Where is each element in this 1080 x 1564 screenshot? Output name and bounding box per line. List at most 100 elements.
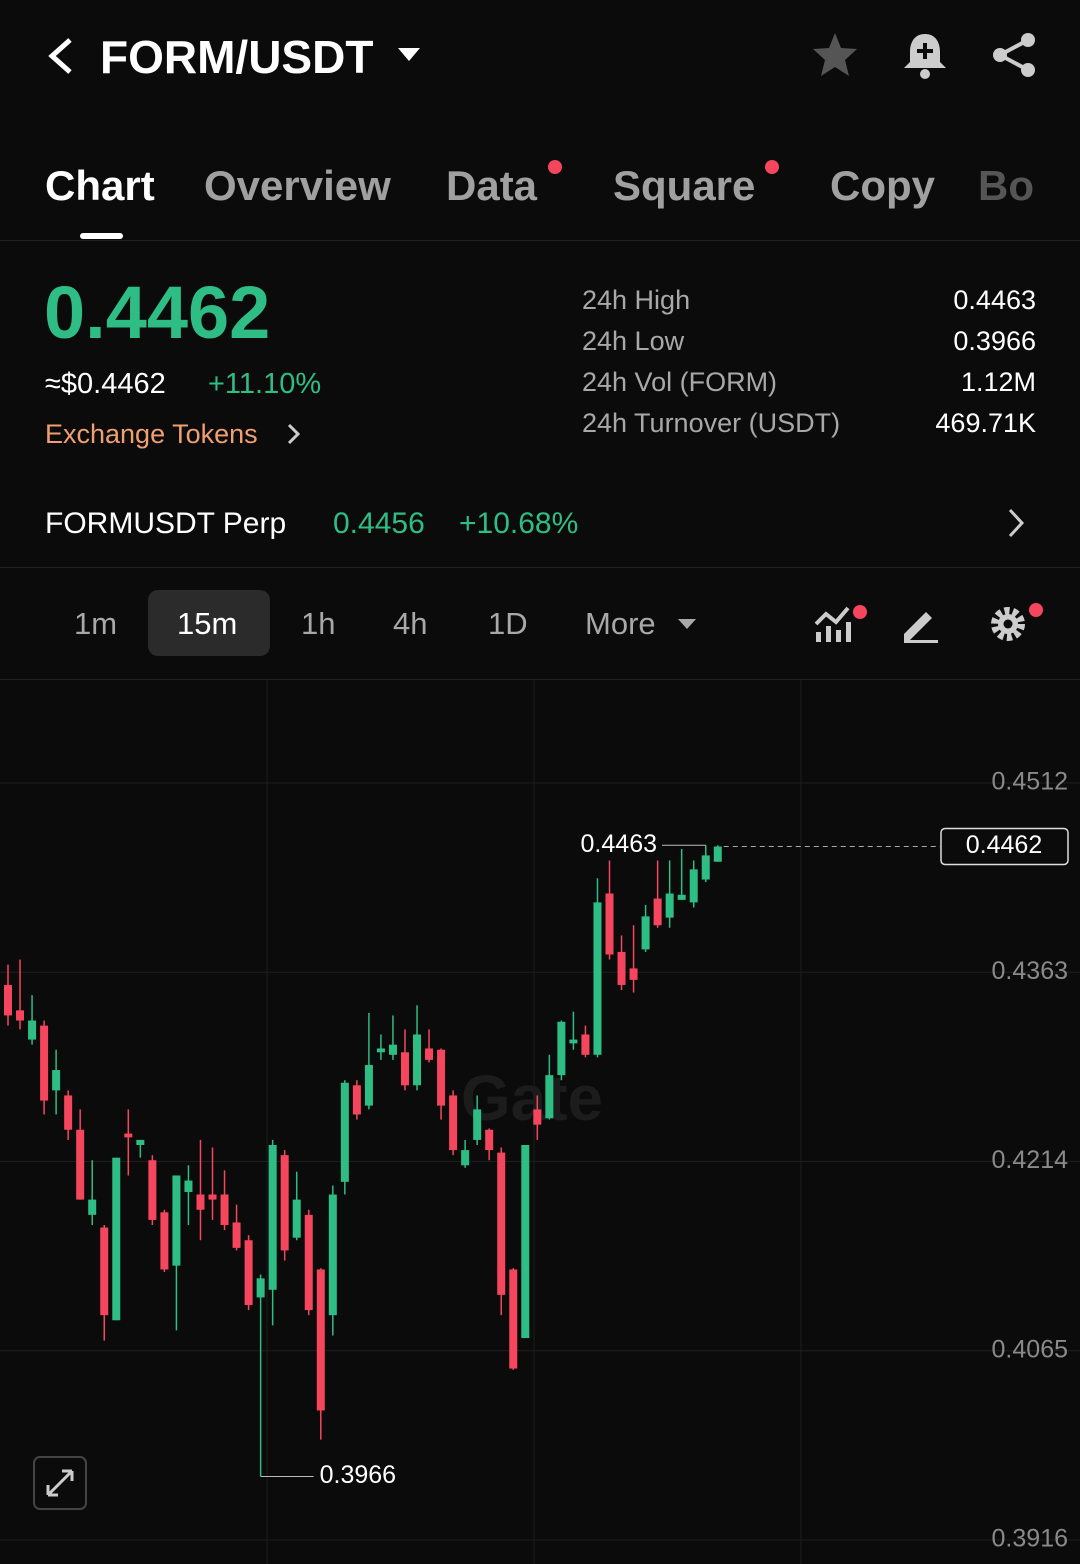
interval[interactable]: 1D xyxy=(488,606,528,641)
interval[interactable]: 1h xyxy=(301,606,336,641)
interval[interactable]: 1m xyxy=(74,606,118,641)
last-price: 0.4462 xyxy=(44,271,271,354)
candle-body xyxy=(509,1269,518,1369)
settings-icon[interactable] xyxy=(988,600,1046,644)
candle-body xyxy=(220,1194,229,1226)
candle-body xyxy=(376,1048,385,1053)
notification-dot xyxy=(765,160,779,174)
stat-value: 1.12M xyxy=(960,367,1036,397)
candle-body xyxy=(292,1199,301,1238)
candle-body xyxy=(124,1133,133,1138)
candle-body xyxy=(184,1180,193,1192)
candle-body xyxy=(449,1095,458,1151)
candle-body xyxy=(400,1052,409,1086)
pair-title[interactable]: FORM/USDT xyxy=(100,31,374,83)
candle-body xyxy=(569,1039,578,1044)
candle-body xyxy=(425,1048,434,1060)
candle-body xyxy=(593,902,602,1055)
candle-body xyxy=(340,1082,349,1182)
divider xyxy=(0,240,1080,241)
candle-body xyxy=(196,1194,205,1210)
candle-body xyxy=(388,1044,397,1055)
indicator-icon[interactable] xyxy=(814,604,870,644)
candle-body xyxy=(304,1214,313,1311)
watermark: Gate xyxy=(461,1062,603,1134)
interval[interactable]: 4h xyxy=(393,606,428,641)
interval-highlight xyxy=(148,590,270,656)
divider xyxy=(0,567,1080,568)
stat-value: 0.4463 xyxy=(953,285,1036,315)
favorite-icon[interactable] xyxy=(810,30,860,80)
candle-body xyxy=(328,1194,337,1316)
tab[interactable]: Overview xyxy=(204,162,391,209)
candle-body xyxy=(88,1199,97,1215)
candle-body xyxy=(437,1049,446,1106)
tab[interactable]: Bo xyxy=(978,162,1034,209)
divider xyxy=(0,679,1080,680)
interval[interactable]: 15m xyxy=(177,606,238,641)
candle-body xyxy=(545,1075,554,1119)
candle-body xyxy=(641,916,650,950)
candle-body xyxy=(485,1129,494,1151)
candle-body xyxy=(16,1010,25,1021)
candle-body xyxy=(232,1222,241,1248)
candle-body xyxy=(617,951,626,985)
stat-label: 24h Turnover (USDT) xyxy=(582,408,841,438)
candle-body xyxy=(136,1139,145,1145)
back-button[interactable] xyxy=(44,36,76,76)
candle-body xyxy=(316,1269,325,1411)
last-price-label: 0.4462 xyxy=(966,831,1042,859)
candle-body xyxy=(557,1021,566,1076)
candlestick-chart: Gate 0.4512 0.4363 0.4214 0.4065 0.3916 0.446… xyxy=(0,680,1080,1564)
candle-body xyxy=(521,1144,530,1339)
usd-price: ≈$0.4462 xyxy=(45,368,166,400)
candle-body xyxy=(40,1025,49,1101)
tab[interactable]: Data xyxy=(446,162,538,209)
candle-body xyxy=(677,894,686,900)
candle-body xyxy=(605,893,614,955)
candle-body xyxy=(653,898,662,926)
candle-body xyxy=(581,1034,590,1055)
candle-body xyxy=(280,1155,289,1251)
more-dropdown[interactable] xyxy=(678,618,696,630)
perp-name[interactable]: FORMUSDT Perp xyxy=(45,507,287,540)
exchange-link[interactable]: Exchange Tokens xyxy=(45,419,258,449)
candle-body xyxy=(4,984,12,1016)
perp-price: 0.4456 xyxy=(333,507,425,540)
candle-body xyxy=(473,1109,482,1140)
low-label: 0.3966 xyxy=(320,1461,396,1489)
perp-change: +10.68% xyxy=(459,507,579,540)
price-change: +11.10% xyxy=(208,368,322,400)
candle-body xyxy=(665,893,674,918)
candle-body xyxy=(244,1240,253,1306)
candle-body xyxy=(352,1085,361,1115)
stat-label: 24h High xyxy=(582,285,691,315)
chevron xyxy=(287,423,301,445)
tab[interactable]: Square xyxy=(613,162,756,209)
candle-body xyxy=(28,1020,37,1040)
share-icon[interactable] xyxy=(990,30,1040,80)
last-price-box xyxy=(940,827,1069,866)
draw-icon[interactable] xyxy=(900,604,940,644)
stat-value: 469.71K xyxy=(935,408,1036,438)
candle-body xyxy=(208,1194,217,1200)
fullscreen-button[interactable] xyxy=(33,1456,87,1510)
candle-body xyxy=(64,1095,73,1130)
pair-dropdown[interactable] xyxy=(398,46,420,62)
candle-body xyxy=(413,1034,422,1086)
candle-body xyxy=(533,1109,542,1125)
candle-body xyxy=(172,1175,181,1266)
interval[interactable]: More xyxy=(585,606,656,641)
chevron[interactable] xyxy=(1006,508,1026,538)
tab[interactable]: Chart xyxy=(45,162,155,209)
tab[interactable]: Copy xyxy=(830,162,935,209)
fullscreen-icon xyxy=(46,1469,74,1497)
candle-body xyxy=(268,1144,277,1290)
alert-icon[interactable] xyxy=(900,30,950,80)
candle-body xyxy=(112,1157,121,1321)
candle-body xyxy=(497,1152,506,1295)
candle-body xyxy=(713,846,722,862)
candle-body xyxy=(148,1160,157,1220)
candle-body xyxy=(629,968,638,980)
